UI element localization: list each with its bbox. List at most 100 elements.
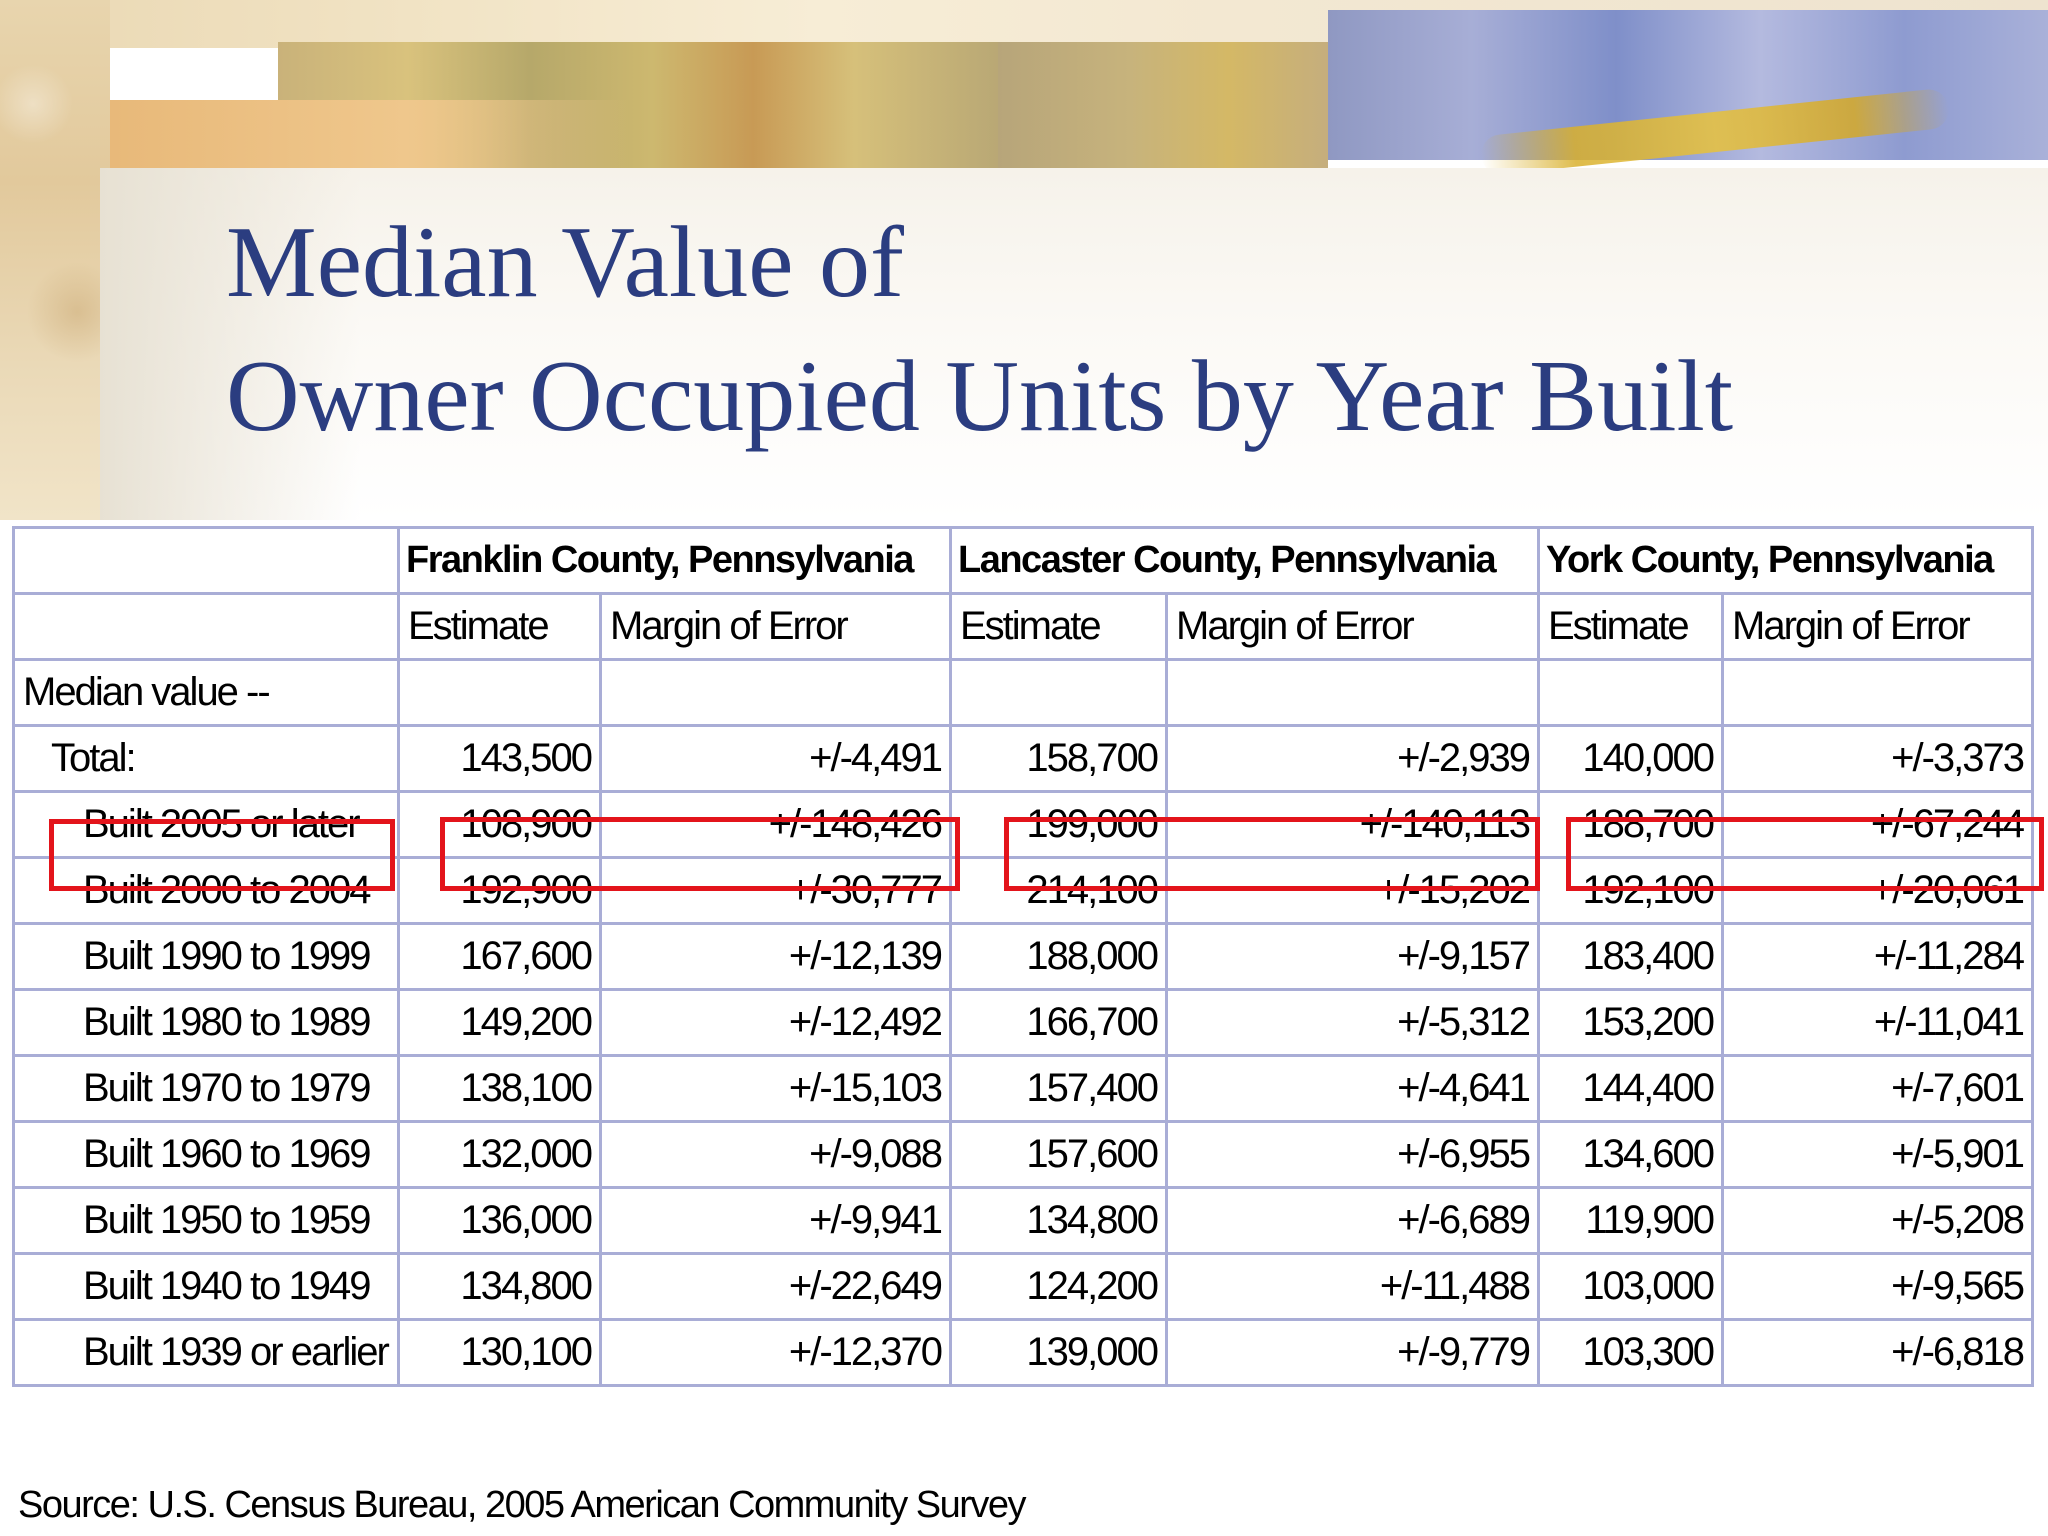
margin-of-error-cell: +/-3,373 <box>1721 724 2034 793</box>
margin-of-error-cell: +/-22,649 <box>599 1252 952 1321</box>
estimate-cell: 157,400 <box>949 1054 1168 1123</box>
margin-of-error-cell: +/-9,088 <box>599 1120 952 1189</box>
table-row: Total: 143,500 +/-4,491 158,700 +/-2,939 140,… <box>12 724 2034 793</box>
margin-of-error-cell: +/-11,488 <box>1165 1252 1540 1321</box>
estimate-cell: 124,200 <box>949 1252 1168 1321</box>
margin-of-error-cell: +/-5,208 <box>1721 1186 2034 1255</box>
estimate-cell: 183,400 <box>1537 922 1724 991</box>
subheader-margin-of-error: Margin of Error <box>599 592 952 661</box>
county-header-lancaster: Lancaster County, Pennsylvania <box>949 526 1540 595</box>
margin-of-error-cell: +/-6,818 <box>1721 1318 2034 1387</box>
banner-texture-left <box>0 0 110 520</box>
estimate-cell: 136,000 <box>397 1186 602 1255</box>
county-header-york: York County, Pennsylvania <box>1537 526 2034 595</box>
margin-of-error-cell: +/-6,955 <box>1165 1120 1540 1189</box>
section-row: Median value -- <box>12 658 2034 727</box>
row-label: Built 2000 to 2004 <box>12 856 400 925</box>
subheader-estimate: Estimate <box>397 592 602 661</box>
table-row: Built 1950 to 1959 136,000 +/-9,941 134,800… <box>12 1186 2034 1255</box>
slide-title-line-1: Median Value of <box>226 206 904 319</box>
table-row: Built 1940 to 1949 134,800 +/-22,649 124,20… <box>12 1252 2034 1321</box>
estimate-cell: 158,700 <box>949 724 1168 793</box>
banner-fade-left <box>100 168 360 520</box>
margin-of-error-cell: +/-5,901 <box>1721 1120 2034 1189</box>
margin-of-error-cell: +/-11,041 <box>1721 988 2034 1057</box>
table-row: Built 1939 or earlier 130,100 +/-12,370 139… <box>12 1318 2034 1387</box>
margin-of-error-cell: +/-67,244 <box>1721 790 2034 859</box>
table-row: Built 1980 to 1989 149,200 +/-12,492 166,70… <box>12 988 2034 1057</box>
estimate-cell: 199,000 <box>949 790 1168 859</box>
margin-of-error-cell: +/-30,777 <box>599 856 952 925</box>
margin-of-error-cell: +/-5,312 <box>1165 988 1540 1057</box>
table-row: Built 2005 or later 108,900 +/-148,426 199,… <box>12 790 2034 859</box>
estimate-cell: 192,900 <box>397 856 602 925</box>
estimate-cell: 143,500 <box>397 724 602 793</box>
margin-of-error-cell: +/-9,941 <box>599 1186 952 1255</box>
subheader-margin-of-error: Margin of Error <box>1165 592 1540 661</box>
estimate-cell: 144,400 <box>1537 1054 1724 1123</box>
estimate-cell: 167,600 <box>397 922 602 991</box>
estimate-cell: 103,300 <box>1537 1318 1724 1387</box>
row-label: Built 1970 to 1979 <box>12 1054 400 1123</box>
table-row: Built 2000 to 2004 192,900 +/-30,777 214,10… <box>12 856 2034 925</box>
margin-of-error-cell: +/-15,202 <box>1165 856 1540 925</box>
estimate-cell: 132,000 <box>397 1120 602 1189</box>
estimate-cell: 166,700 <box>949 988 1168 1057</box>
county-header-franklin: Franklin County, Pennsylvania <box>397 526 952 595</box>
estimate-cell: 214,100 <box>949 856 1168 925</box>
estimate-cell: 134,800 <box>949 1186 1168 1255</box>
subheader-estimate: Estimate <box>1537 592 1724 661</box>
margin-of-error-cell: +/-2,939 <box>1165 724 1540 793</box>
row-label: Built 1940 to 1949 <box>12 1252 400 1321</box>
estimate-cell: 119,900 <box>1537 1186 1724 1255</box>
margin-of-error-cell: +/-4,491 <box>599 724 952 793</box>
margin-of-error-cell: +/-15,103 <box>599 1054 952 1123</box>
estimate-cell: 103,000 <box>1537 1252 1724 1321</box>
estimate-cell: 138,100 <box>397 1054 602 1123</box>
header-corner-cell <box>12 526 400 595</box>
banner-band-middle <box>998 42 1328 170</box>
subheader-estimate: Estimate <box>949 592 1168 661</box>
source-note: Source: U.S. Census Bureau, 2005 America… <box>18 1484 1027 1526</box>
margin-of-error-cell: +/-148,426 <box>599 790 952 859</box>
estimate-cell: 134,800 <box>397 1252 602 1321</box>
margin-of-error-cell: +/-9,565 <box>1721 1252 2034 1321</box>
estimate-cell: 134,600 <box>1537 1120 1724 1189</box>
median-value-table: Franklin County, Pennsylvania Lancaster … <box>12 526 2034 1387</box>
banner-fade <box>100 168 2048 520</box>
subheader-row: Estimate Margin of Error Estimate Margin… <box>12 592 2034 661</box>
banner-band-orange <box>70 100 630 170</box>
decorative-banner <box>0 0 2048 520</box>
margin-of-error-cell: +/-9,157 <box>1165 922 1540 991</box>
table-row: Built 1960 to 1969 132,000 +/-9,088 157,600… <box>12 1120 2034 1189</box>
row-label: Total: <box>12 724 400 793</box>
margin-of-error-cell: +/-9,779 <box>1165 1318 1540 1387</box>
subheader-corner-cell <box>12 592 400 661</box>
estimate-cell: 188,000 <box>949 922 1168 991</box>
table-row: Built 1990 to 1999 167,600 +/-12,139 188,00… <box>12 922 2034 991</box>
empty-cell <box>1721 658 2034 727</box>
margin-of-error-cell: +/-11,284 <box>1721 922 2034 991</box>
estimate-cell: 130,100 <box>397 1318 602 1387</box>
empty-cell <box>949 658 1168 727</box>
row-label: Built 1939 or earlier <box>12 1318 400 1387</box>
empty-cell <box>599 658 952 727</box>
margin-of-error-cell: +/-7,601 <box>1721 1054 2034 1123</box>
row-label: Built 1950 to 1959 <box>12 1186 400 1255</box>
margin-of-error-cell: +/-140,113 <box>1165 790 1540 859</box>
row-label: Built 1990 to 1999 <box>12 922 400 991</box>
empty-cell <box>397 658 602 727</box>
estimate-cell: 140,000 <box>1537 724 1724 793</box>
slide-title: Median Value of Owner Occupied Units by … <box>226 196 2006 464</box>
estimate-cell: 139,000 <box>949 1318 1168 1387</box>
estimate-cell: 157,600 <box>949 1120 1168 1189</box>
margin-of-error-cell: +/-4,641 <box>1165 1054 1540 1123</box>
estimate-cell: 192,100 <box>1537 856 1724 925</box>
row-label: Built 2005 or later <box>12 790 400 859</box>
estimate-cell: 149,200 <box>397 988 602 1057</box>
margin-of-error-cell: +/-6,689 <box>1165 1186 1540 1255</box>
margin-of-error-cell: +/-12,492 <box>599 988 952 1057</box>
slide-title-line-2: Owner Occupied Units by Year Built <box>226 340 1734 453</box>
estimate-cell: 188,700 <box>1537 790 1724 859</box>
county-header-row: Franklin County, Pennsylvania Lancaster … <box>12 526 2034 595</box>
